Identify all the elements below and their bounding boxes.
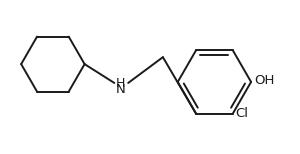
Text: N: N xyxy=(116,83,125,96)
Text: Cl: Cl xyxy=(236,107,249,120)
Text: H: H xyxy=(116,77,125,90)
Text: OH: OH xyxy=(254,75,274,87)
